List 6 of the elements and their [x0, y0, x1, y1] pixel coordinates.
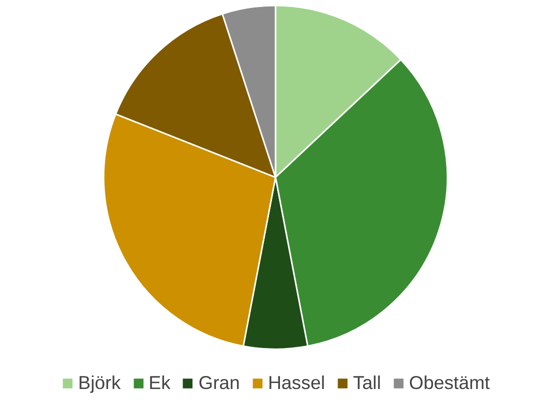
legend-label: Obestämt — [408, 372, 490, 394]
legend-label: Gran — [198, 372, 240, 394]
legend-label: Hassel — [268, 372, 325, 394]
legend-label: Tall — [352, 372, 381, 394]
legend-label: Björk — [78, 372, 121, 394]
legend-label: Ek — [148, 372, 170, 394]
